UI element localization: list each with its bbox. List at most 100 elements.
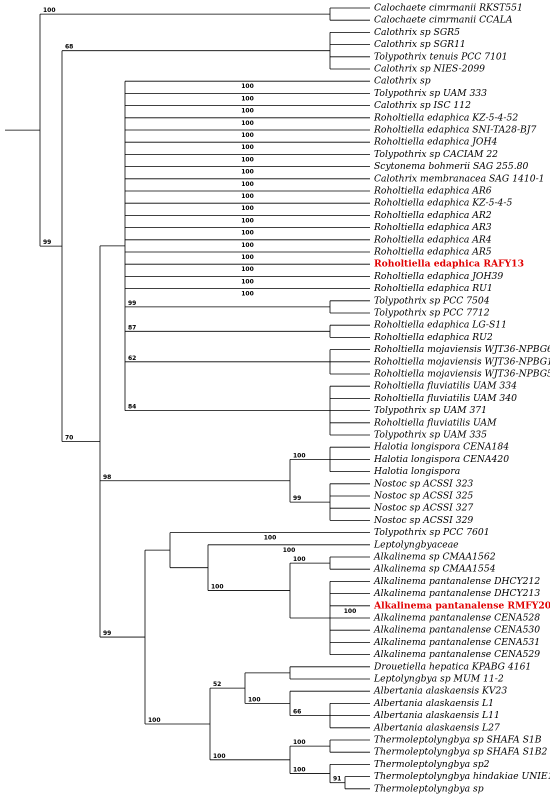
bootstrap-value: 99	[43, 239, 51, 246]
bootstrap-value: 100	[148, 717, 161, 724]
taxon-label: Roholtiella edaphica AR2	[373, 210, 492, 221]
bootstrap-value: 100	[248, 696, 261, 703]
taxon-label: Roholtiella edaphica RU2	[373, 332, 493, 343]
bootstrap-value: 100	[293, 556, 306, 563]
taxon-label: Tolypothrix sp PCC 7712	[374, 308, 490, 319]
taxon-label: Tolypothrix sp UAM 333	[374, 88, 487, 99]
bootstrap-value: 100	[241, 291, 254, 298]
taxon-label: Thermoleptolyngbya sp SHAFA S1B	[374, 735, 542, 746]
taxon-label: Calochaete cimrmanii RKST551	[374, 3, 523, 14]
taxon-label: Scytonema bohmerii SAG 255.80	[374, 161, 528, 172]
taxon-label: Nostoc sp ACSSI 325	[373, 491, 473, 502]
taxon-label: Calothrix sp ISC 112	[374, 100, 471, 111]
taxon-label: Roholtiella edaphica AR4	[373, 234, 492, 245]
bootstrap-value: 100	[213, 753, 226, 760]
taxon-label: Roholtiella fluviatilis UAM 334	[373, 381, 517, 392]
taxon-label: Roholtiella fluviatilis UAM 340	[373, 393, 517, 404]
bootstrap-value: 99	[293, 495, 301, 502]
taxon-label: Albertania alaskaensis KV23	[373, 686, 507, 697]
taxon-label: Roholtiella edaphica JOH39	[373, 271, 503, 282]
bootstrap-value: 100	[241, 230, 254, 237]
bootstrap-value: 68	[65, 44, 73, 51]
taxon-label: Roholtiella edaphica AR5	[373, 247, 492, 258]
bootstrap-value: 100	[293, 739, 306, 746]
taxon-label: Tolypothrix sp PCC 7601	[374, 527, 490, 538]
bootstrap-value: 100	[241, 242, 254, 249]
taxon-label: Roholtiella edaphica JOH4	[373, 137, 497, 148]
bootstrap-value: 52	[213, 681, 221, 688]
taxon-label: Calothrix sp SGR5	[374, 27, 460, 38]
taxon-label: Roholtiella mojaviensis WJT36-NPBG6B	[373, 344, 550, 355]
bootstrap-value: 100	[211, 584, 224, 591]
taxon-label: Roholtiella edaphica AR6	[373, 186, 492, 197]
taxon-label: Thermoleptolyngbya sp	[374, 783, 484, 794]
bootstrap-value: 100	[241, 217, 254, 224]
taxon-label: Drouetiella hepatica KPABG 4161	[373, 661, 531, 672]
bootstrap-value: 100	[241, 132, 254, 139]
taxon-label: Calothrix membranacea SAG 1410-1	[374, 173, 545, 184]
taxon-label: Tolypothrix sp UAM 371	[374, 405, 487, 416]
bootstrap-value: 100	[241, 205, 254, 212]
bootstrap-value: 100	[241, 156, 254, 163]
taxon-label: Calochaete cimrmanii CCALA	[374, 15, 513, 26]
taxon-label: Thermoleptolyngbya sp2	[374, 759, 490, 770]
taxon-label: Halotia longispora CENA184	[373, 442, 509, 453]
bootstrap-value: 91	[333, 776, 341, 783]
bootstrap-value: 87	[128, 324, 136, 331]
bootstrap-value: 70	[65, 434, 73, 441]
taxon-label: Albertania alaskaensis L27	[373, 722, 500, 733]
taxon-label: Alkalinema pantanalense DHCY212	[373, 576, 540, 587]
taxon-label: Roholtiella mojaviensis WJT36-NPBG5B	[373, 369, 550, 380]
taxon-label: Roholtiella edaphica KZ-5-4-52	[373, 112, 518, 123]
bootstrap-value: 62	[128, 355, 136, 362]
taxon-label: Halotia longispora CENA420	[373, 454, 509, 465]
taxon-label: Nostoc sp ACSSI 329	[373, 515, 473, 526]
bootstrap-value: 100	[241, 95, 254, 102]
bootstrap-value: 100	[283, 547, 296, 554]
taxon-label: Alkalinema pantanalense CENA530	[373, 625, 540, 636]
bootstrap-value: 100	[43, 7, 56, 14]
bootstrap-value: 100	[241, 254, 254, 261]
taxon-label: Nostoc sp ACSSI 327	[373, 503, 473, 514]
taxon-label: Roholtiella edaphica RAFY13	[374, 259, 524, 270]
taxon-label: Tolypothrix tenuis PCC 7101	[374, 51, 508, 62]
bootstrap-value: 100	[344, 608, 357, 615]
bootstrap-value: 100	[241, 266, 254, 273]
taxon-label: Roholtiella edaphica LG-S11	[373, 320, 507, 331]
taxon-label: Alkalinema pantanalense DHCY213	[373, 588, 540, 599]
bootstrap-value: 100	[241, 278, 254, 285]
taxon-label: Halotia longispora	[373, 466, 460, 477]
taxon-label: Albertania alaskaensis L1	[373, 698, 494, 709]
taxon-label: Alkalinema pantanalense CENA528	[373, 613, 540, 624]
taxon-label: Alkalinema pantanalense CENA529	[373, 649, 540, 660]
taxon-label: Roholtiella edaphica KZ-5-4-5	[373, 198, 513, 209]
taxon-label: Roholtiella fluviatilis UAM	[373, 417, 497, 428]
taxon-label: Nostoc sp ACSSI 323	[373, 478, 473, 489]
taxon-label: Calothrix sp	[374, 76, 431, 87]
taxon-label: Tolypothrix sp UAM 335	[374, 430, 487, 441]
bootstrap-value: 100	[241, 120, 254, 127]
taxon-label: Tolypothrix sp CACIAM 22	[374, 149, 498, 160]
taxon-label: Leptolyngbya sp MUM 11-2	[373, 674, 504, 685]
bootstrap-value: 100	[241, 169, 254, 176]
taxon-label: Calothrix sp NIES-2099	[374, 64, 485, 75]
taxon-label: Roholtiella edaphica AR3	[373, 222, 492, 233]
taxon-label: Thermoleptolyngbya sp SHAFA S1B2	[374, 747, 547, 758]
bootstrap-value: 100	[241, 193, 254, 200]
bootstrap-value: 100	[241, 108, 254, 115]
taxon-label: Roholtiella edaphica SNI-TA28-BJ7	[373, 125, 536, 136]
bootstrap-value: 100	[293, 767, 306, 774]
taxon-label: Leptolyngbyaceae	[373, 539, 459, 550]
taxon-label: Alkalinema pantanalense RMFY20	[373, 600, 550, 611]
bootstrap-value: 100	[241, 181, 254, 188]
taxon-label: Alkalinema sp CMAA1554	[373, 564, 496, 575]
taxon-label: Tolypothrix sp PCC 7504	[374, 295, 490, 306]
taxon-label: Roholtiella edaphica RU1	[373, 283, 493, 294]
taxon-label: Calothrix sp SGR11	[374, 39, 466, 50]
bootstrap-value: 99	[103, 630, 111, 637]
bootstrap-value: 100	[293, 452, 306, 459]
bootstrap-value: 98	[103, 474, 111, 481]
bootstrap-value: 100	[241, 144, 254, 151]
taxon-label: Roholtiella mojaviensis WJT36-NPBG10	[373, 356, 550, 367]
